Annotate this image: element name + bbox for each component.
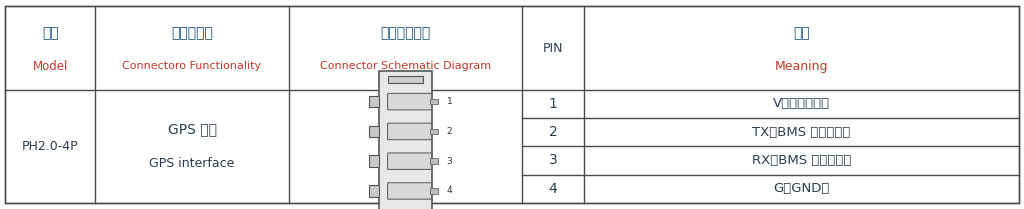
Bar [369,96,379,107]
Text: 1: 1 [446,97,453,106]
Text: 4: 4 [549,182,557,196]
Text: GPS 接口: GPS 接口 [168,123,216,136]
Text: 1: 1 [549,97,557,111]
Bar [430,99,438,104]
Text: GPS interface: GPS interface [150,157,234,169]
FancyBboxPatch shape [387,183,432,199]
FancyBboxPatch shape [387,123,432,140]
Bar [430,188,438,194]
Text: 2: 2 [549,125,557,139]
Text: Connector Schematic Diagram: Connector Schematic Diagram [319,61,492,71]
Text: 4: 4 [446,186,452,195]
Text: 接插件功能: 接插件功能 [171,26,213,40]
Text: 2: 2 [446,127,452,136]
Bar [369,185,379,197]
Text: Meaning: Meaning [774,60,828,73]
Text: Connectoro Functionality: Connectoro Functionality [123,61,261,71]
Text: 3: 3 [446,157,453,166]
Bar [369,126,379,137]
Bar [379,71,432,209]
Text: 含义: 含义 [793,26,810,40]
Bar [430,158,438,164]
FancyBboxPatch shape [387,93,432,110]
Text: PH2.0-4P: PH2.0-4P [22,140,79,153]
Text: V（电池总正）: V（电池总正） [773,97,829,111]
Text: 型号: 型号 [42,26,58,40]
Text: 接插件示意图: 接插件示意图 [380,26,431,40]
Text: TX（BMS 信号发送）: TX（BMS 信号发送） [752,126,851,139]
FancyBboxPatch shape [387,153,432,169]
Bar [430,129,438,134]
Bar [369,155,379,167]
Bar [388,76,423,83]
Text: Model: Model [33,60,68,73]
Text: 3: 3 [549,153,557,167]
Text: RX（BMS 信号接收）: RX（BMS 信号接收） [752,154,851,167]
Text: G（GND）: G（GND） [773,182,829,195]
Text: PIN: PIN [543,42,563,55]
